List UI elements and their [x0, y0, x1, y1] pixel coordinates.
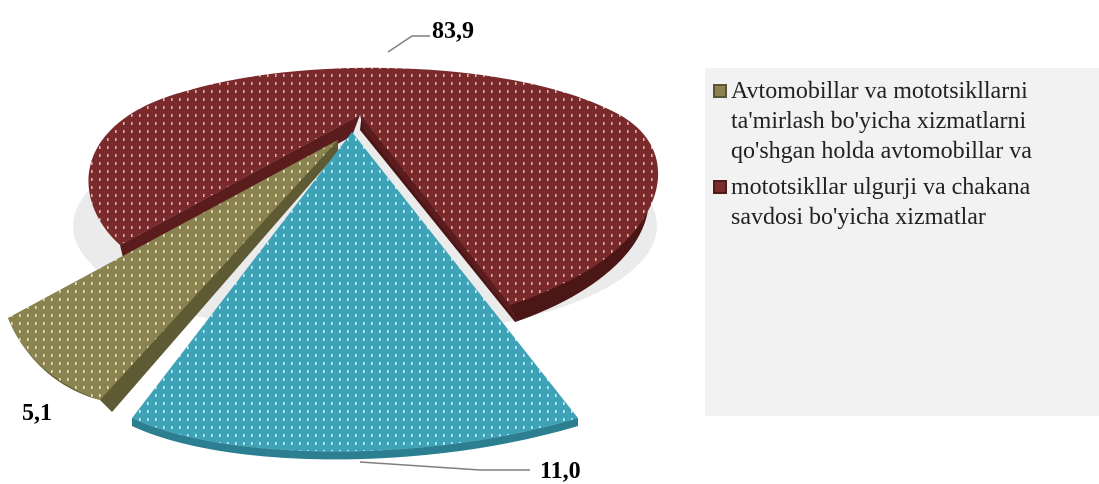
pie-slice-5-1: [8, 140, 338, 412]
legend-text: Avtomobillar va mototsikllarni ta'mirlas…: [731, 78, 1032, 164]
legend: Avtomobillar va mototsikllarni ta'mirlas…: [705, 68, 1099, 416]
leader-line-83-9: [387, 35, 430, 53]
pie-chart: 83,9 11,0 5,1: [8, 18, 659, 484]
legend-entry: mototsikllar ulgurji va chakana savdosi …: [713, 172, 1099, 232]
leader-line-11-0: [359, 461, 530, 471]
data-label-83-9: 83,9: [432, 18, 474, 44]
pie-slice-83-9: [88, 67, 659, 322]
legend-entry: Avtomobillar va mototsikllarni ta'mirlas…: [713, 76, 1099, 166]
data-label-5-1: 5,1: [22, 400, 52, 426]
legend-text: mototsikllar ulgurji va chakana savdosi …: [731, 174, 1031, 230]
data-label-11-0: 11,0: [540, 458, 581, 484]
pie-slice-11-0: [132, 132, 578, 460]
legend-swatch-olive: [713, 84, 727, 98]
legend-swatch-maroon: [713, 180, 727, 194]
